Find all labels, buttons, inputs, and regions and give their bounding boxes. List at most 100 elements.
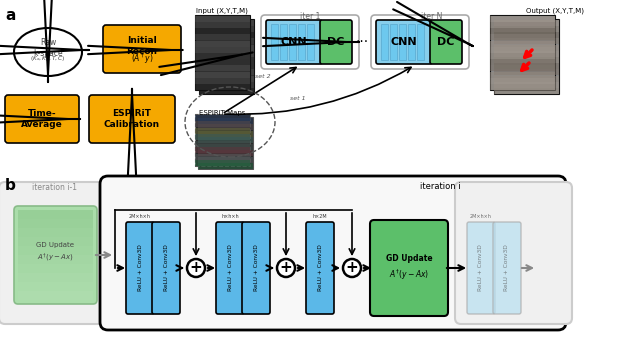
Circle shape [187, 259, 205, 277]
FancyBboxPatch shape [467, 222, 495, 314]
Text: iter N: iter N [421, 12, 443, 21]
Bar [195, 115, 250, 120]
Bar [198, 118, 253, 123]
Bar [490, 34, 555, 40]
Bar [199, 45, 254, 51]
Bar [198, 156, 253, 163]
Bar [195, 153, 250, 159]
Bar [199, 19, 254, 94]
Text: ···: ··· [355, 35, 369, 49]
Bar [195, 160, 250, 166]
FancyBboxPatch shape [261, 15, 359, 69]
Bar [490, 47, 555, 53]
Bar [199, 26, 254, 32]
Bar [490, 78, 555, 84]
Text: ReLU + Conv3D: ReLU + Conv3D [253, 244, 259, 291]
Text: DC: DC [327, 37, 345, 47]
Bar [18, 210, 93, 219]
Bar [199, 75, 254, 82]
Bar [390, 24, 397, 60]
Bar [494, 88, 559, 94]
Bar [18, 246, 93, 255]
Bar [490, 53, 555, 59]
Bar [381, 24, 388, 60]
Text: +: + [346, 260, 358, 275]
Bar [195, 16, 250, 22]
Text: Time-
Average: Time- Average [21, 109, 63, 129]
Bar [289, 24, 296, 60]
FancyBboxPatch shape [89, 95, 175, 143]
Bar [195, 128, 250, 134]
Bar [199, 63, 254, 69]
Text: ESPIRiT
Calibration: ESPIRiT Calibration [104, 109, 160, 129]
Circle shape [277, 259, 295, 277]
FancyBboxPatch shape [370, 220, 448, 316]
Ellipse shape [14, 28, 82, 76]
Bar [199, 57, 254, 63]
Bar [18, 291, 93, 300]
Text: set 1: set 1 [290, 96, 306, 101]
Text: set 2: set 2 [255, 74, 271, 80]
Bar [298, 24, 305, 60]
Bar [199, 20, 254, 26]
Text: iter 1: iter 1 [300, 12, 320, 21]
Bar [195, 140, 250, 147]
FancyBboxPatch shape [376, 20, 432, 64]
Circle shape [343, 259, 361, 277]
Bar [199, 82, 254, 88]
Text: b: b [5, 178, 16, 193]
Text: ReLU + Conv3D: ReLU + Conv3D [504, 244, 509, 291]
Bar [195, 34, 250, 40]
Bar [494, 75, 559, 82]
Bar [490, 59, 555, 65]
Bar [198, 143, 253, 150]
Bar [280, 24, 287, 60]
Text: h×h×h: h×h×h [221, 214, 239, 219]
Bar [307, 24, 314, 60]
Bar [494, 32, 559, 38]
Bar [199, 38, 254, 45]
Text: GD Update
$A^{\dagger}(y - Ax)$: GD Update $A^{\dagger}(y - Ax)$ [386, 254, 432, 282]
Text: ReLU + Conv3D: ReLU + Conv3D [227, 244, 232, 291]
Bar [195, 47, 250, 53]
FancyBboxPatch shape [306, 222, 334, 314]
Bar [490, 84, 555, 90]
Bar [195, 40, 250, 47]
Text: Initial
Recon: Initial Recon [127, 36, 157, 56]
FancyBboxPatch shape [0, 182, 111, 324]
Text: ReLU + Conv3D: ReLU + Conv3D [317, 244, 323, 291]
Bar [195, 15, 250, 90]
Bar [18, 219, 93, 228]
Bar [195, 147, 250, 153]
FancyBboxPatch shape [266, 20, 322, 64]
Text: Output (X,Y,T,M): Output (X,Y,T,M) [526, 8, 584, 15]
Text: h×2M: h×2M [313, 214, 327, 219]
FancyBboxPatch shape [455, 182, 572, 324]
Bar [195, 53, 250, 59]
Bar [490, 65, 555, 71]
Bar [18, 228, 93, 237]
Bar [494, 63, 559, 69]
Text: $(A^\dagger y)$: $(A^\dagger y)$ [131, 52, 154, 66]
Bar [490, 28, 555, 34]
Text: DC: DC [437, 37, 454, 47]
Text: 2M×h×h: 2M×h×h [470, 214, 492, 219]
Bar [199, 51, 254, 57]
Text: GD Update
$A^{\dagger}(y - Ax)$: GD Update $A^{\dagger}(y - Ax)$ [36, 242, 74, 264]
Bar [195, 59, 250, 65]
Text: +: + [189, 260, 202, 275]
Text: Raw
k-space: Raw k-space [33, 38, 63, 58]
Bar [490, 72, 555, 78]
Text: ESPIRiT Maps: ESPIRiT Maps [199, 110, 245, 116]
Bar [494, 38, 559, 45]
Bar [271, 24, 278, 60]
Bar [195, 78, 250, 84]
Bar [18, 237, 93, 246]
FancyBboxPatch shape [371, 15, 469, 69]
FancyBboxPatch shape [242, 222, 270, 314]
Bar [494, 51, 559, 57]
Bar [195, 65, 250, 71]
Bar [18, 255, 93, 264]
Bar [18, 273, 93, 282]
Bar [195, 84, 250, 90]
